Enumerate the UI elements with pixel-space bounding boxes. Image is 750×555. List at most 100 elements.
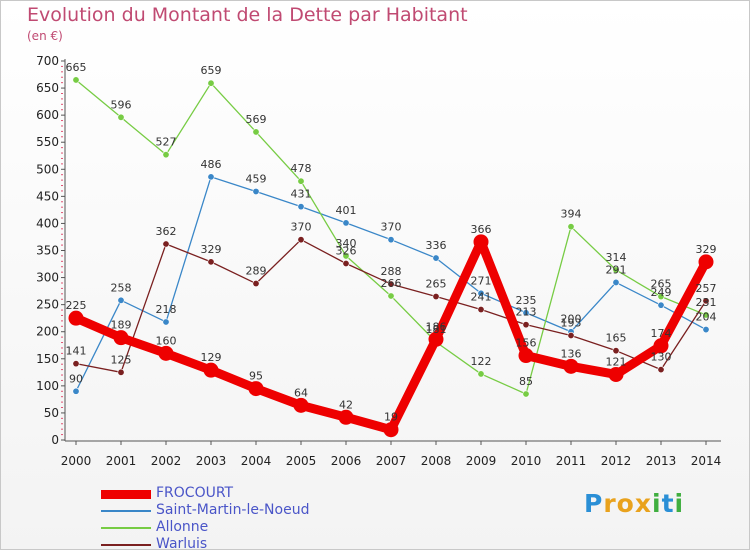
x-tick-label: 2013 [646,454,677,468]
data-point [567,332,575,340]
data-label: 665 [66,61,87,74]
data-point [203,362,219,378]
y-tick-label: 100 [36,379,59,393]
x-tick-label: 2012 [601,454,632,468]
data-point [248,381,264,397]
legend-label: Saint-Martin-le-Noeud [156,502,310,518]
y-tick-label: 400 [36,216,59,230]
data-label: 186 [426,320,447,333]
data-point [383,422,399,438]
data-label: 329 [201,243,222,256]
data-point [477,306,485,314]
data-label: 431 [291,188,312,201]
data-label: 401 [336,204,357,217]
logo-letter: x [634,489,652,518]
data-point [563,358,579,374]
data-label: 136 [561,347,582,360]
data-label: 336 [426,239,447,252]
data-label: 366 [471,223,492,236]
data-point [117,113,125,121]
data-label: 235 [516,294,537,307]
data-point [477,289,485,297]
data-point [473,234,489,250]
data-label: 193 [561,317,582,330]
data-label: 90 [69,372,83,385]
y-tick-label: 300 [36,271,59,285]
data-label: 225 [66,299,87,312]
data-label: 189 [111,319,132,332]
data-point [252,187,260,195]
data-label: 326 [336,244,357,257]
data-point [432,254,440,262]
y-tick-label: 700 [36,54,59,68]
data-point [252,128,260,136]
legend-label: Warluis [156,536,208,552]
y-tick-label: 650 [36,81,59,95]
data-label: 596 [111,98,132,111]
data-point [297,236,305,244]
data-point [72,76,80,84]
data-label: 362 [156,225,177,238]
data-point [297,177,305,185]
data-label: 569 [246,113,267,126]
data-label: 125 [111,353,132,366]
data-point [432,293,440,301]
data-label: 241 [471,291,492,304]
data-point [342,219,350,227]
data-point [428,331,444,347]
data-point [207,79,215,87]
data-point [612,347,620,355]
data-label: 288 [381,265,402,278]
data-label: 95 [249,370,263,383]
data-label: 231 [696,296,717,309]
data-point [162,318,170,326]
data-point [162,151,170,159]
data-point [477,370,485,378]
data-label: 265 [426,278,447,291]
data-point [117,296,125,304]
data-point [72,360,80,368]
x-tick-label: 2005 [286,454,317,468]
logo-letter: t [661,489,675,518]
data-label: 42 [339,398,353,411]
data-label: 329 [696,243,717,256]
data-label: 258 [111,281,132,294]
data-point [657,301,665,309]
data-point [522,390,530,398]
data-label: 265 [651,278,672,291]
data-point [518,348,534,364]
data-label: 181 [426,323,447,336]
data-point [702,297,710,305]
logo-letter: P [584,489,604,518]
y-tick-label: 0 [51,433,59,447]
data-label: 394 [561,208,582,221]
data-point [158,345,174,361]
data-point [342,252,350,260]
chart-title: Evolution du Montant de la Dette par Hab… [27,4,468,26]
x-tick-label: 2000 [61,454,92,468]
logo-letter: i [674,489,685,518]
data-point [387,292,395,300]
data-label: 370 [291,221,312,234]
data-point [657,293,665,301]
data-point [113,330,129,346]
data-point [522,309,530,317]
data-point [702,311,710,319]
y-tick-label: 500 [36,162,59,176]
data-label: 213 [516,306,537,319]
data-label: 130 [651,351,672,364]
data-point [162,240,170,248]
y-tick-label: 150 [36,352,59,366]
data-label: 218 [156,303,177,316]
data-label: 122 [471,355,492,368]
y-tick-label: 250 [36,298,59,312]
data-point [293,397,309,413]
data-label: 19 [384,411,398,424]
proxiti-logo: Proxiti [584,489,684,518]
data-point [252,280,260,288]
data-point [612,278,620,286]
legend-swatch [101,489,151,499]
y-tick-label: 450 [36,189,59,203]
data-point [207,258,215,266]
